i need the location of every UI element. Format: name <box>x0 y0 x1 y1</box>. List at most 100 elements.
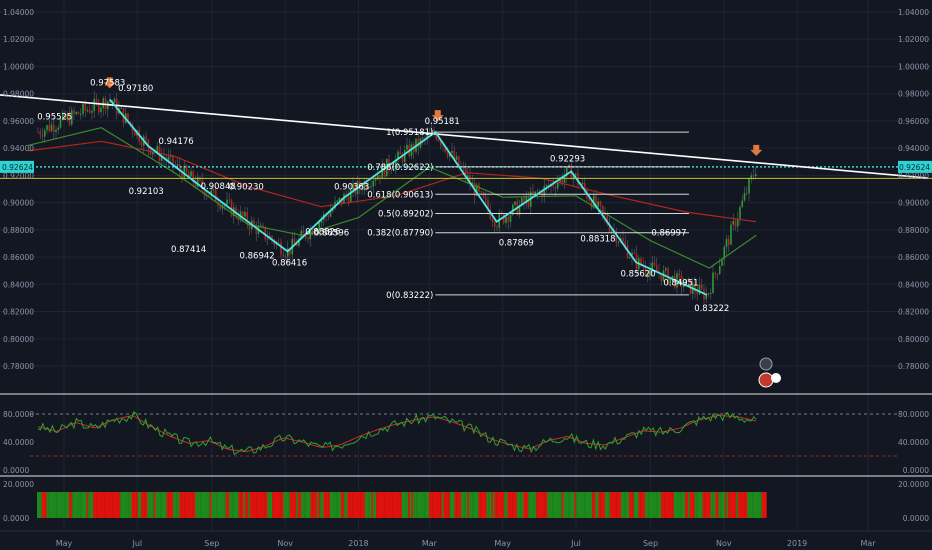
osc-bar <box>741 492 743 518</box>
candle-body <box>352 183 354 190</box>
osc-bar <box>425 492 428 518</box>
price-tick-left: 0.88000 <box>3 226 34 235</box>
candle-body <box>489 209 492 219</box>
candle-body <box>682 285 685 288</box>
candle-body <box>574 173 577 176</box>
candle-body <box>280 242 282 255</box>
osc-bar <box>105 492 108 518</box>
osc-bar <box>475 492 478 518</box>
osc-bar <box>633 492 636 518</box>
time-tick: May <box>56 539 73 548</box>
osc-bar <box>357 492 359 518</box>
osc-bar <box>558 492 561 518</box>
osc-bar <box>385 492 388 518</box>
osc-bar <box>461 492 463 518</box>
osc-bar <box>742 492 745 518</box>
osc-bar <box>168 492 170 518</box>
osc-bar <box>189 492 191 518</box>
osc-bar <box>581 492 583 518</box>
osc-bar <box>77 492 79 518</box>
osc-bar <box>230 492 233 518</box>
osc-bar <box>573 492 575 518</box>
osc-bar <box>41 492 44 518</box>
osc-bar <box>176 492 178 518</box>
osc-bar <box>513 492 516 518</box>
osc-bar <box>208 492 210 518</box>
alert-count-icon[interactable] <box>771 373 781 383</box>
osc-bar <box>477 492 479 518</box>
osc-bar <box>174 492 177 518</box>
osc-bar <box>645 492 647 518</box>
osc-bar <box>201 492 204 518</box>
price-tick-right: 0.92000 <box>898 171 929 180</box>
osc-bar <box>472 492 474 518</box>
candle-body <box>347 196 350 203</box>
osc-bar <box>653 492 655 518</box>
osc-bar <box>528 492 530 518</box>
osc-bar <box>745 492 748 518</box>
osc-bar <box>246 492 249 518</box>
osc-bar <box>49 492 52 518</box>
osc-bar <box>486 492 489 518</box>
osc-bar <box>249 492 252 518</box>
osc-bar <box>107 492 110 518</box>
osc-bar <box>112 492 114 518</box>
osc-bar <box>243 492 246 518</box>
candle-body <box>59 118 62 128</box>
candle-body <box>55 129 57 133</box>
candle-body <box>68 114 71 125</box>
price-tick-right: 0.94000 <box>898 144 929 153</box>
moving-average-green-line <box>27 127 757 269</box>
rsi-pane: 80.0000 80.0000 40.0000 40.0000 0.0000 0.0000 <box>3 410 929 475</box>
candle-body <box>487 200 489 210</box>
osc-bar <box>488 492 490 518</box>
osc-bar <box>251 492 254 518</box>
candle-body <box>640 258 642 266</box>
swing-label: 0.88318 <box>580 235 615 245</box>
osc-bar <box>181 492 183 518</box>
osc-bar <box>417 492 420 518</box>
osc-bar <box>293 492 295 518</box>
osc-bar <box>134 492 137 518</box>
osc-bar <box>446 492 449 518</box>
osc-bar <box>704 492 706 518</box>
price-tick-left: 0.94000 <box>3 144 34 153</box>
candle-body <box>520 197 523 206</box>
candle-body <box>736 218 739 227</box>
osc-bar <box>70 492 73 518</box>
osc-bar <box>69 492 71 518</box>
candle-body <box>518 205 521 215</box>
osc-bar <box>152 492 154 518</box>
indicator-toggle-icon[interactable] <box>759 357 773 371</box>
candle-body <box>102 98 105 108</box>
time-tick: Mar <box>860 539 876 548</box>
osc-bar <box>657 492 660 518</box>
candle-body <box>176 164 179 166</box>
candle-body <box>264 226 267 239</box>
candle-body <box>100 107 102 113</box>
candle-body <box>707 293 710 295</box>
osc-bar <box>672 492 674 518</box>
osc-bar <box>416 492 418 518</box>
candle-body <box>367 186 370 189</box>
candle-body <box>624 241 627 246</box>
candle-body <box>266 238 269 240</box>
pane-controls[interactable] <box>758 357 781 388</box>
alert-icon[interactable] <box>758 372 774 388</box>
osc-bar <box>448 492 450 518</box>
osc-bar <box>563 492 566 518</box>
osc-bar <box>480 492 482 518</box>
candle-body <box>475 184 478 196</box>
osc-bar <box>715 492 718 518</box>
candle-body <box>397 151 399 160</box>
candle-body <box>671 275 674 278</box>
rsi-tick-left: 40.0000 <box>3 438 34 447</box>
candle-body <box>750 175 753 180</box>
candle-body <box>556 182 559 189</box>
candle-body <box>595 195 597 207</box>
candle-body <box>120 107 123 109</box>
osc-bar <box>549 492 551 518</box>
osc-bar <box>686 492 689 518</box>
candle-body <box>309 229 312 240</box>
osc-bar <box>619 492 622 518</box>
